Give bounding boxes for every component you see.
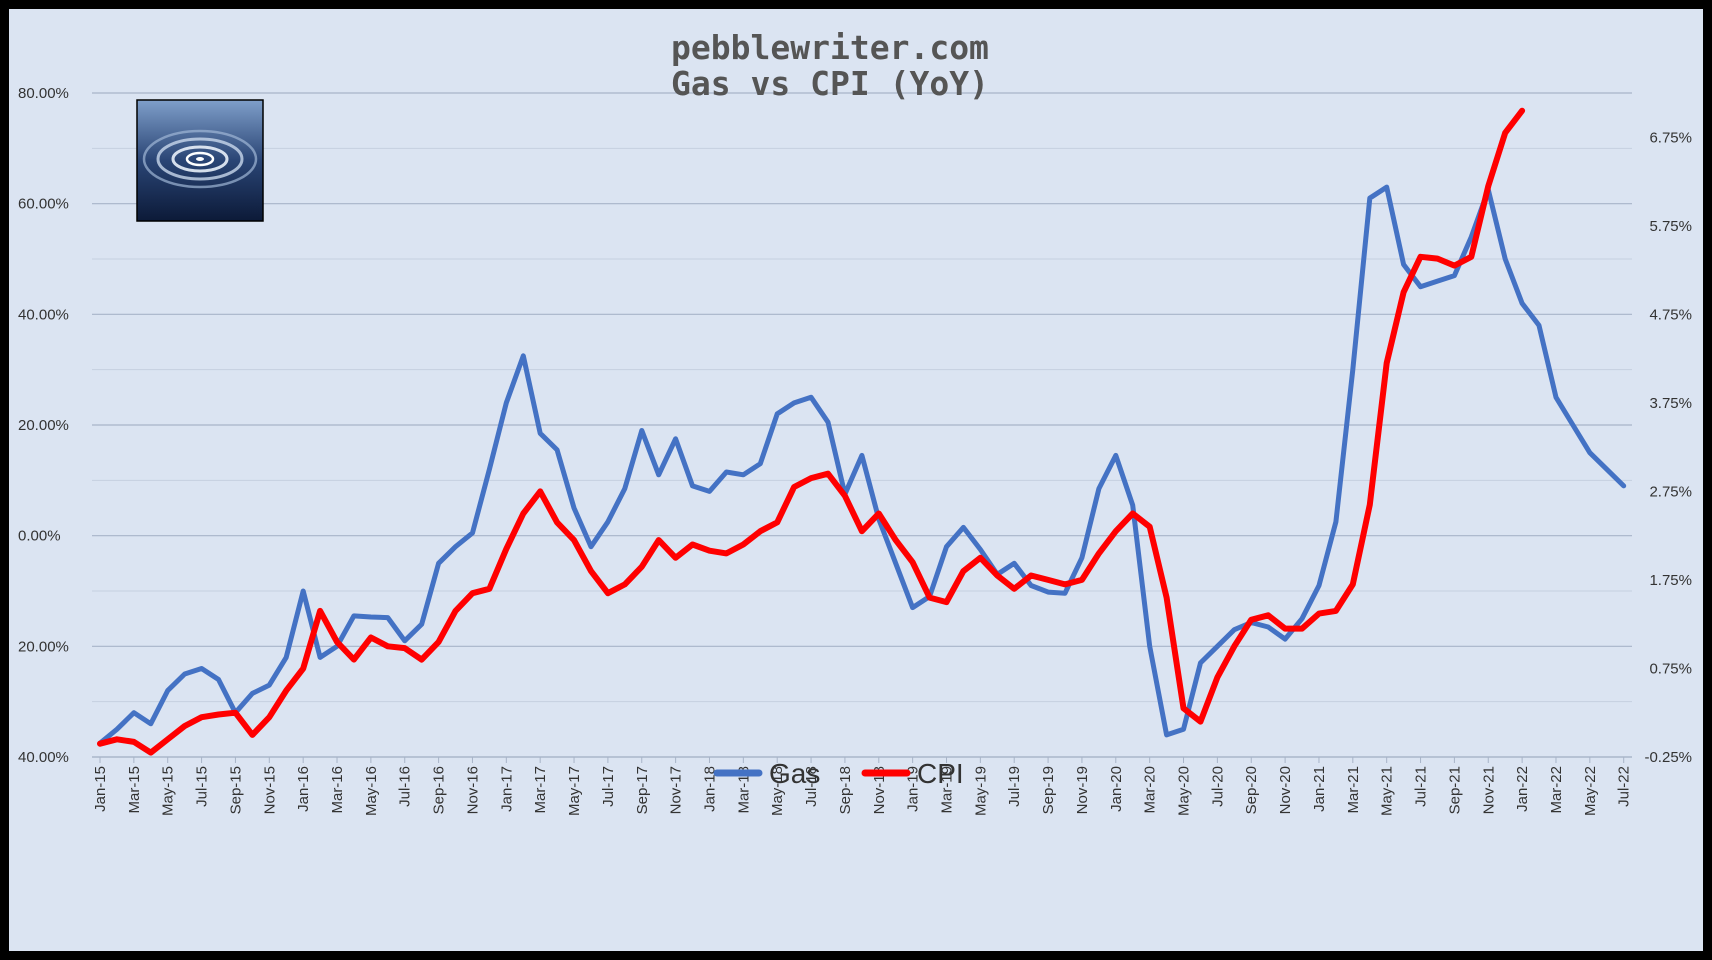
x-tick-label: Jul-20 [1209,766,1226,807]
x-tick-label: Sep-18 [837,766,854,814]
x-tick-label: Mar-18 [735,766,752,814]
x-tick-label: Nov-15 [261,766,278,814]
x-tick-label: Sep-15 [227,766,244,814]
left-tick-label: 40.00% [18,749,69,766]
x-tick-label: Sep-16 [431,766,448,814]
x-tick-label: Jul-17 [600,766,617,807]
x-tick-label: May-17 [566,766,583,816]
x-tick-label: Nov-17 [668,766,685,814]
x-tick-label: Jul-22 [1616,766,1633,807]
left-tick-label: 20.00% [18,638,69,655]
x-tick-label: Jul-21 [1413,766,1430,807]
left-tick-label: 20.00% [18,417,69,434]
x-tick-label: Mar-21 [1345,766,1362,814]
x-tick-label: Jan-16 [295,766,312,812]
chart-title: pebblewriter.com [671,28,989,67]
x-tick-label: May-19 [972,766,989,816]
right-tick-label: -0.25% [1644,749,1692,766]
x-axis-tickmarks [92,756,1632,763]
x-tick-label: May-21 [1379,766,1396,816]
right-tick-label: 0.75% [1649,660,1692,677]
chart-area: pebblewriter.com Gas vs CPI (YoY) [9,9,1703,951]
right-tick-label: 3.75% [1649,395,1692,412]
x-tick-label: Jan-19 [905,766,922,812]
pebble-ripple-logo [136,99,264,222]
x-tick-label: Nov-16 [464,766,481,814]
right-axis-ticks: 6.75% 5.75% 4.75% 3.75% 2.75% 1.75% 0.75% -0.25… [1644,129,1692,766]
x-tick-label: Nov-19 [1074,766,1091,814]
x-tick-label: Nov-20 [1277,766,1294,814]
right-tick-label: 5.75% [1649,218,1692,235]
x-tick-label: Jan-22 [1514,766,1531,812]
left-tick-label: 40.00% [18,306,69,323]
x-tick-label: Mar-16 [329,766,346,814]
x-tick-label: Jul-16 [397,766,414,807]
right-tick-label: 1.75% [1649,572,1692,589]
right-tick-label: 6.75% [1649,129,1692,146]
x-tick-label: Jul-15 [194,766,211,807]
series-line-cpi [97,107,1526,756]
x-tick-label: Sep-17 [634,766,651,814]
x-tick-label: May-20 [1176,766,1193,816]
chart-subtitle: Gas vs CPI (YoY) [671,64,989,103]
x-tick-label: May-15 [160,766,177,816]
legend: Gas CPI [713,758,964,789]
x-tick-label: Nov-21 [1480,766,1497,814]
x-tick-label: Jan-20 [1108,766,1125,812]
x-tick-label: May-22 [1582,766,1599,816]
x-tick-label: May-16 [363,766,380,816]
x-tick-label: Mar-15 [126,766,143,814]
x-tick-label: May-18 [769,766,786,816]
x-tick-label: Sep-21 [1446,766,1463,814]
x-tick-label: Jan-18 [701,766,718,812]
left-tick-label: 60.00% [18,196,69,213]
x-tick-label: Jul-18 [803,766,820,807]
x-tick-label: Jan-17 [498,766,515,812]
series-lines [97,107,1627,756]
chart-svg: pebblewriter.com Gas vs CPI (YoY) [18,28,1692,816]
x-tick-label: Sep-19 [1040,766,1057,814]
x-tick-label: Jan-21 [1311,766,1328,812]
x-tick-label: Nov-18 [871,766,888,814]
x-tick-label: Jan-15 [92,766,109,812]
right-tick-label: 2.75% [1649,483,1692,500]
left-tick-label: 0.00% [18,528,61,545]
x-tick-label: Jul-19 [1006,766,1023,807]
legend-label-cpi: CPI [917,758,964,789]
x-tick-label: Mar-22 [1548,766,1565,814]
right-tick-label: 4.75% [1649,306,1692,323]
left-axis-ticks: 80.00% 60.00% 40.00% 20.00% 0.00% 20.00% 40.00… [18,85,69,766]
left-tick-label: 80.00% [18,85,69,102]
series-line-gas [97,184,1627,746]
x-tick-label: Mar-19 [939,766,956,814]
x-tick-label: Mar-17 [532,766,549,814]
legend-label-gas: Gas [769,758,820,789]
x-axis-ticks: Jan-15 Mar-15 May-15 Jul-15 Sep-15 Nov-15 Jan-… [92,766,1633,816]
x-tick-label: Sep-20 [1243,766,1260,814]
x-tick-label: Mar-20 [1142,766,1159,814]
